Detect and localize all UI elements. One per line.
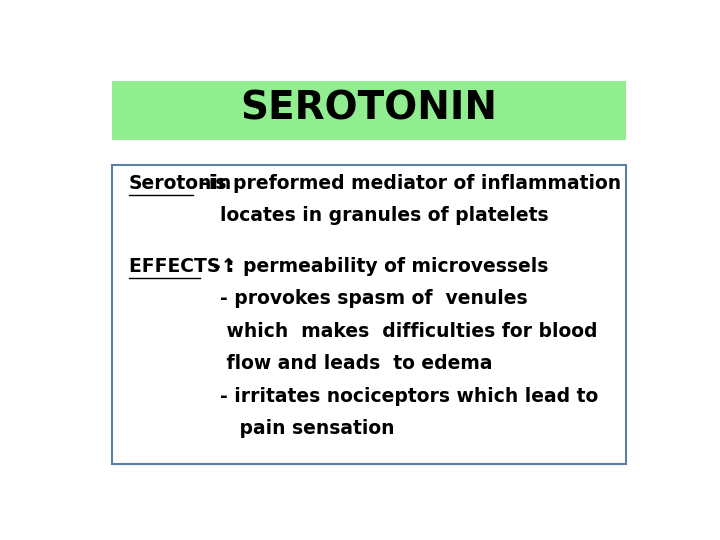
Text: - provokes spasm of  venules: - provokes spasm of venules: [129, 289, 528, 308]
FancyBboxPatch shape: [112, 82, 626, 140]
FancyBboxPatch shape: [112, 165, 626, 464]
Text: SEROTONIN: SEROTONIN: [240, 90, 498, 127]
Text: locates in granules of platelets: locates in granules of platelets: [129, 206, 549, 225]
Text: –is preformed mediator of inflammation: –is preformed mediator of inflammation: [193, 174, 621, 193]
Text: -↑ permeability of microvessels: -↑ permeability of microvessels: [200, 257, 549, 276]
Text: - irritates nociceptors which lead to: - irritates nociceptors which lead to: [129, 387, 598, 406]
Text: pain sensation: pain sensation: [129, 419, 395, 438]
Text: Serotonin: Serotonin: [129, 174, 233, 193]
Text: EFFECTS :: EFFECTS :: [129, 257, 235, 276]
Text: which  makes  difficulties for blood: which makes difficulties for blood: [129, 322, 598, 341]
Text: flow and leads  to edema: flow and leads to edema: [129, 354, 492, 373]
